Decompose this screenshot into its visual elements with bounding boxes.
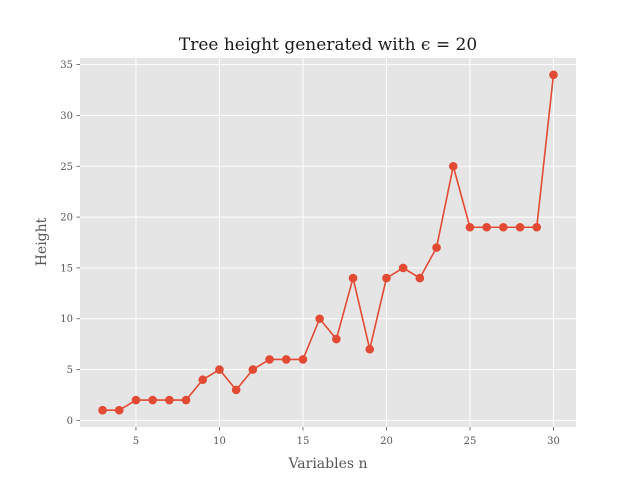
data-point: [549, 70, 558, 80]
series-layer: [98, 70, 558, 415]
data-point: [215, 365, 224, 374]
data-point: [114, 405, 124, 415]
data-point: [515, 222, 525, 232]
x-tick-label: 20: [380, 436, 393, 447]
y-tick-label: 20: [60, 213, 73, 224]
x-tick-label: 10: [213, 436, 226, 447]
y-tick-label: 15: [60, 263, 73, 274]
chart-title: Tree height generated with ϵ = 20: [179, 35, 477, 55]
y-tick-label: 10: [60, 314, 73, 325]
data-point: [248, 365, 258, 374]
y-tick-label: 5: [67, 365, 73, 376]
data-point: [265, 355, 274, 364]
data-point: [382, 273, 391, 283]
data-point: [298, 355, 308, 364]
data-point: [365, 344, 375, 354]
series-line: [102, 74, 555, 412]
y-tick-label: 35: [60, 60, 73, 71]
plot-area: [80, 58, 576, 427]
data-point: [398, 263, 408, 273]
x-tick-label: 5: [133, 436, 139, 447]
data-point: [432, 243, 441, 252]
data-point: [181, 395, 191, 405]
data-point: [281, 355, 291, 364]
x-tick-label: 30: [547, 436, 560, 447]
data-point: [198, 375, 208, 385]
data-point: [348, 273, 358, 283]
data-point: [448, 161, 458, 171]
data-point: [465, 222, 475, 232]
x-tick-label: 25: [464, 436, 477, 447]
data-point: [482, 222, 491, 232]
data-point: [332, 334, 341, 344]
x-tick-labels: 5 10 15 20 25 30: [133, 427, 560, 447]
grid-lines: [80, 58, 576, 427]
data-point: [315, 314, 324, 324]
data-point: [231, 385, 241, 395]
data-point: [415, 273, 425, 283]
data-point: [98, 405, 107, 415]
y-tick-label: 25: [60, 162, 73, 173]
x-axis-label: Variables n: [287, 456, 367, 472]
data-point: [131, 395, 141, 405]
y-tick-label: 0: [67, 416, 73, 427]
y-tick-labels: 0 5 10 15 20 25 30 35: [60, 60, 80, 427]
data-point: [165, 395, 174, 405]
x-tick-label: 15: [297, 436, 310, 447]
data-point: [532, 222, 542, 232]
data-point: [148, 395, 157, 405]
y-tick-label: 30: [60, 111, 73, 122]
y-axis-label: Height: [34, 217, 50, 266]
data-point: [499, 222, 508, 232]
